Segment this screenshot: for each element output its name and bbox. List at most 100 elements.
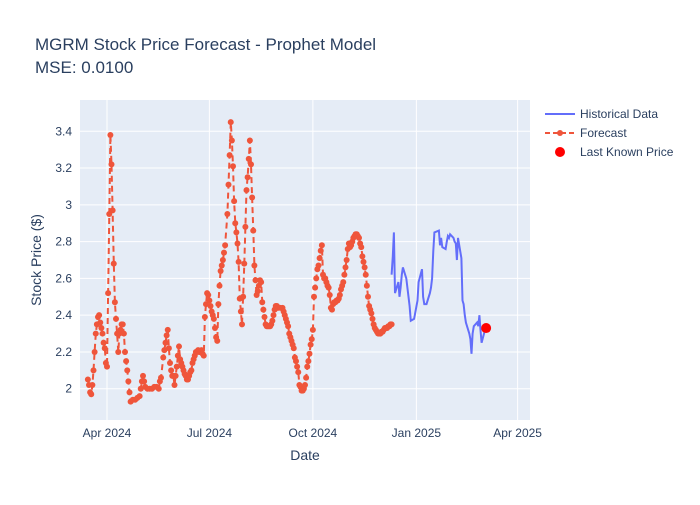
forecast-point [98, 325, 104, 331]
forecast-point [124, 367, 130, 373]
forecast-point [113, 316, 119, 322]
forecast-point [120, 321, 126, 327]
forecast-point [211, 316, 217, 322]
forecast-point [219, 263, 225, 269]
forecast-point [251, 263, 257, 269]
forecast-point [319, 242, 325, 248]
forecast-point [240, 294, 246, 300]
forecast-point [363, 272, 369, 278]
x-tick-label: Apr 2025 [493, 426, 542, 440]
forecast-point [361, 259, 367, 265]
chart-title: MGRM Stock Price Forecast - Prophet Mode… [35, 35, 376, 54]
forecast-point [242, 224, 248, 230]
y-tick-label: 2.2 [55, 345, 72, 359]
forecast-point [236, 259, 242, 265]
forecast-point [285, 323, 291, 329]
forecast-point [308, 342, 314, 348]
forecast-point [341, 272, 347, 278]
forecast-point [248, 161, 254, 167]
forecast-point [107, 132, 113, 138]
forecast-point [313, 275, 319, 281]
forecast-point [309, 336, 315, 342]
forecast-point [269, 318, 275, 324]
forecast-point [370, 316, 376, 322]
forecast-point [218, 268, 224, 274]
forecast-point [294, 364, 300, 370]
forecast-point [262, 314, 268, 320]
forecast-point [271, 312, 277, 318]
forecast-point [110, 207, 116, 213]
forecast-point [239, 321, 245, 327]
y-tick-label: 3.2 [55, 161, 72, 175]
forecast-point [115, 349, 121, 355]
forecast-point [88, 391, 94, 397]
forecast-point [111, 261, 117, 267]
forecast-point [96, 312, 102, 318]
forecast-point [337, 292, 343, 298]
forecast-point [214, 338, 220, 344]
legend-marker-swatch [555, 147, 565, 157]
forecast-point [123, 358, 129, 364]
forecast-point [156, 386, 162, 392]
legend-label: Historical Data [580, 107, 658, 121]
forecast-point [140, 373, 146, 379]
forecast-point [358, 244, 364, 250]
forecast-point [212, 325, 218, 331]
forecast-point [222, 242, 228, 248]
forecast-point [166, 345, 172, 351]
forecast-point [215, 301, 221, 307]
y-tick-label: 2 [65, 382, 72, 396]
forecast-point [231, 198, 237, 204]
forecast-point [293, 358, 299, 364]
forecast-point [365, 294, 371, 300]
forecast-point [122, 349, 128, 355]
forecast-point [92, 349, 98, 355]
legend-marker-swatch [557, 130, 563, 136]
forecast-point [232, 220, 238, 226]
y-tick-label: 2.4 [55, 308, 72, 322]
forecast-point [227, 152, 233, 158]
forecast-point [362, 264, 368, 270]
x-axis-label: Date [290, 447, 320, 463]
forecast-point [260, 307, 266, 313]
forecast-point [220, 257, 226, 263]
forecast-point [303, 375, 309, 381]
forecast-point [356, 235, 362, 241]
last-known-price-point [481, 323, 491, 333]
forecast-point [343, 264, 349, 270]
y-tick-label: 3 [65, 198, 72, 212]
forecast-point [317, 255, 323, 261]
forecast-point [344, 257, 350, 263]
forecast-point [359, 253, 365, 259]
forecast-point [172, 382, 178, 388]
forecast-point [326, 285, 332, 291]
chart-subtitle: MSE: 0.0100 [35, 58, 133, 77]
forecast-point [327, 292, 333, 298]
forecast-point [97, 320, 103, 326]
forecast-point [188, 367, 194, 373]
forecast-point [250, 228, 256, 234]
forecast-point [93, 331, 99, 337]
forecast-point [109, 161, 115, 167]
forecast-point [112, 299, 118, 305]
forecast-point [173, 373, 179, 379]
forecast-point [230, 163, 236, 169]
forecast-point [318, 248, 324, 254]
y-tick-label: 2.6 [55, 271, 72, 285]
forecast-point [249, 194, 255, 200]
forecast-point [160, 354, 166, 360]
forecast-point [233, 229, 239, 235]
forecast-point [228, 119, 234, 125]
forecast-point [307, 351, 313, 357]
forecast-point [165, 327, 171, 333]
forecast-point [167, 360, 173, 366]
forecast-point [368, 310, 374, 316]
forecast-point [206, 297, 212, 303]
forecast-point [205, 292, 211, 298]
forecast-point [246, 156, 252, 162]
forecast-point [89, 382, 95, 388]
forecast-point [163, 340, 169, 346]
forecast-point [202, 314, 208, 320]
forecast-point [137, 393, 143, 399]
